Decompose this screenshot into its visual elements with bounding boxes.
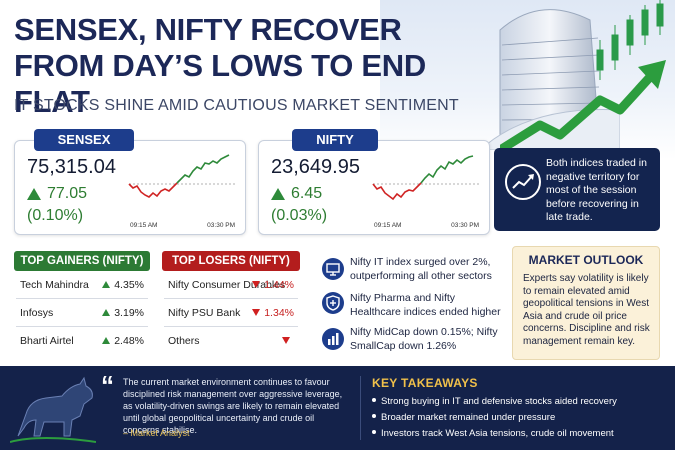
gainer-name: Bharti Airtel — [20, 335, 74, 347]
gainer-value: 4.35% — [114, 279, 144, 291]
highlight-pharma: Nifty Pharma and Nifty Healthcare indice… — [350, 292, 501, 318]
table-row: Nifty Consumer Durables 1.44% — [164, 274, 298, 296]
down-triangle-icon — [282, 337, 290, 344]
divider — [360, 376, 361, 440]
loser-name: Others — [168, 335, 200, 347]
loser-value: 1.44% — [264, 279, 294, 291]
sensex-value: 75,315.04 — [27, 156, 116, 178]
nifty-change-percent: (0.03%) — [271, 207, 328, 224]
nifty-sparkline — [372, 155, 481, 201]
nifty-value: 23,649.95 — [271, 156, 360, 178]
page-subtitle: IT STOCKS SHINE AMID CAUTIOUS MARKET SEN… — [14, 97, 459, 114]
sensex-tab: SENSEX — [34, 129, 134, 151]
sensex-change: 77.05 — [47, 185, 88, 202]
gainer-name: Infosys — [20, 307, 54, 319]
takeaway-item: Strong buying in IT and defensive stocks… — [372, 396, 617, 407]
up-arrow-icon — [271, 188, 285, 200]
gainer-value: 3.19% — [114, 307, 144, 319]
divider — [164, 326, 298, 327]
bullet-icon — [372, 398, 376, 402]
quote-attribution: – Market Analyst — [123, 428, 190, 438]
sensex-change-percent: (0.10%) — [27, 207, 84, 224]
monitor-icon — [322, 258, 344, 280]
table-row: Infosys 3.19% — [16, 302, 148, 324]
bullet-icon — [372, 414, 376, 418]
highlight-midcap-smallcap: Nifty MidCap down 0.15%; Nifty SmallCap … — [350, 326, 498, 352]
market-outlook-box: MARKET OUTLOOK Experts say volatility is… — [512, 246, 660, 360]
loser-value: 1.34% — [264, 307, 294, 319]
sensex-card: 75,315.04 77.05 (0.10%) 09:15 AM 03:30 P… — [14, 140, 246, 235]
table-row: Nifty PSU Bank 1.34% — [164, 302, 298, 324]
session-note-box: Both indices traded in negative territor… — [494, 148, 660, 231]
gainer-value: 2.48% — [114, 335, 144, 347]
up-triangle-icon — [102, 337, 111, 344]
sensex-sparkline — [128, 154, 237, 198]
bull-illustration — [10, 376, 96, 443]
table-row: Bharti Airtel 2.48% — [16, 330, 148, 352]
bar-chart-icon — [322, 328, 344, 350]
divider — [16, 326, 148, 327]
trend-up-icon — [505, 164, 541, 200]
top-losers-heading: TOP LOSERS (NIFTY) — [162, 251, 300, 271]
takeaway-text: Strong buying in IT and defensive stocks… — [381, 396, 617, 407]
table-row: Tech Mahindra 4.35% — [16, 274, 148, 296]
candlestick-decoration — [596, 0, 664, 80]
nifty-card: 23,649.95 6.45 (0.03%) 09:15 AM 03:30 PM — [258, 140, 490, 235]
key-takeaways-title: KEY TAKEAWAYS — [372, 376, 478, 390]
market-outlook-title: MARKET OUTLOOK — [528, 253, 644, 267]
sensex-time-open: 09:15 AM — [130, 222, 158, 229]
session-note-text: Both indices traded in negative territor… — [546, 157, 647, 223]
rising-arrow-decoration — [500, 60, 666, 154]
bullet-icon — [372, 430, 376, 434]
takeaway-item: Broader market remained under pressure — [372, 412, 555, 423]
bottom-band — [0, 366, 675, 450]
divider — [164, 298, 298, 299]
sensex-time-close: 03:30 PM — [207, 222, 235, 229]
loser-name: Nifty PSU Bank — [168, 307, 241, 319]
takeaway-text: Investors track West Asia tensions, crud… — [381, 428, 614, 439]
nifty-time-open: 09:15 AM — [374, 222, 402, 229]
nifty-tab: NIFTY — [292, 129, 378, 151]
market-outlook-body: Experts say volatility is likely to rema… — [523, 273, 650, 347]
up-triangle-icon — [102, 309, 111, 316]
up-triangle-icon — [102, 281, 111, 288]
down-triangle-icon — [252, 281, 261, 288]
page-title: SENSEX, NIFTY RECOVER FROM DAY’S LOWS TO… — [14, 12, 426, 119]
highlight-it-index: Nifty IT index surged over 2%, outperfor… — [350, 256, 492, 282]
nifty-change: 6.45 — [291, 185, 323, 202]
takeaway-text: Broader market remained under pressure — [381, 412, 556, 423]
divider — [16, 298, 148, 299]
top-gainers-heading: TOP GAINERS (NIFTY) — [14, 251, 150, 271]
takeaway-item: Investors track West Asia tensions, crud… — [372, 428, 614, 439]
shield-icon — [322, 292, 344, 314]
nifty-time-close: 03:30 PM — [451, 222, 479, 229]
down-triangle-icon — [252, 309, 261, 316]
table-row: Others — [164, 330, 298, 352]
up-arrow-icon — [27, 188, 41, 200]
analyst-quote: The current market environment continues… — [123, 377, 343, 435]
quote-mark-icon: “ — [101, 370, 114, 400]
gainer-name: Tech Mahindra — [20, 279, 89, 291]
